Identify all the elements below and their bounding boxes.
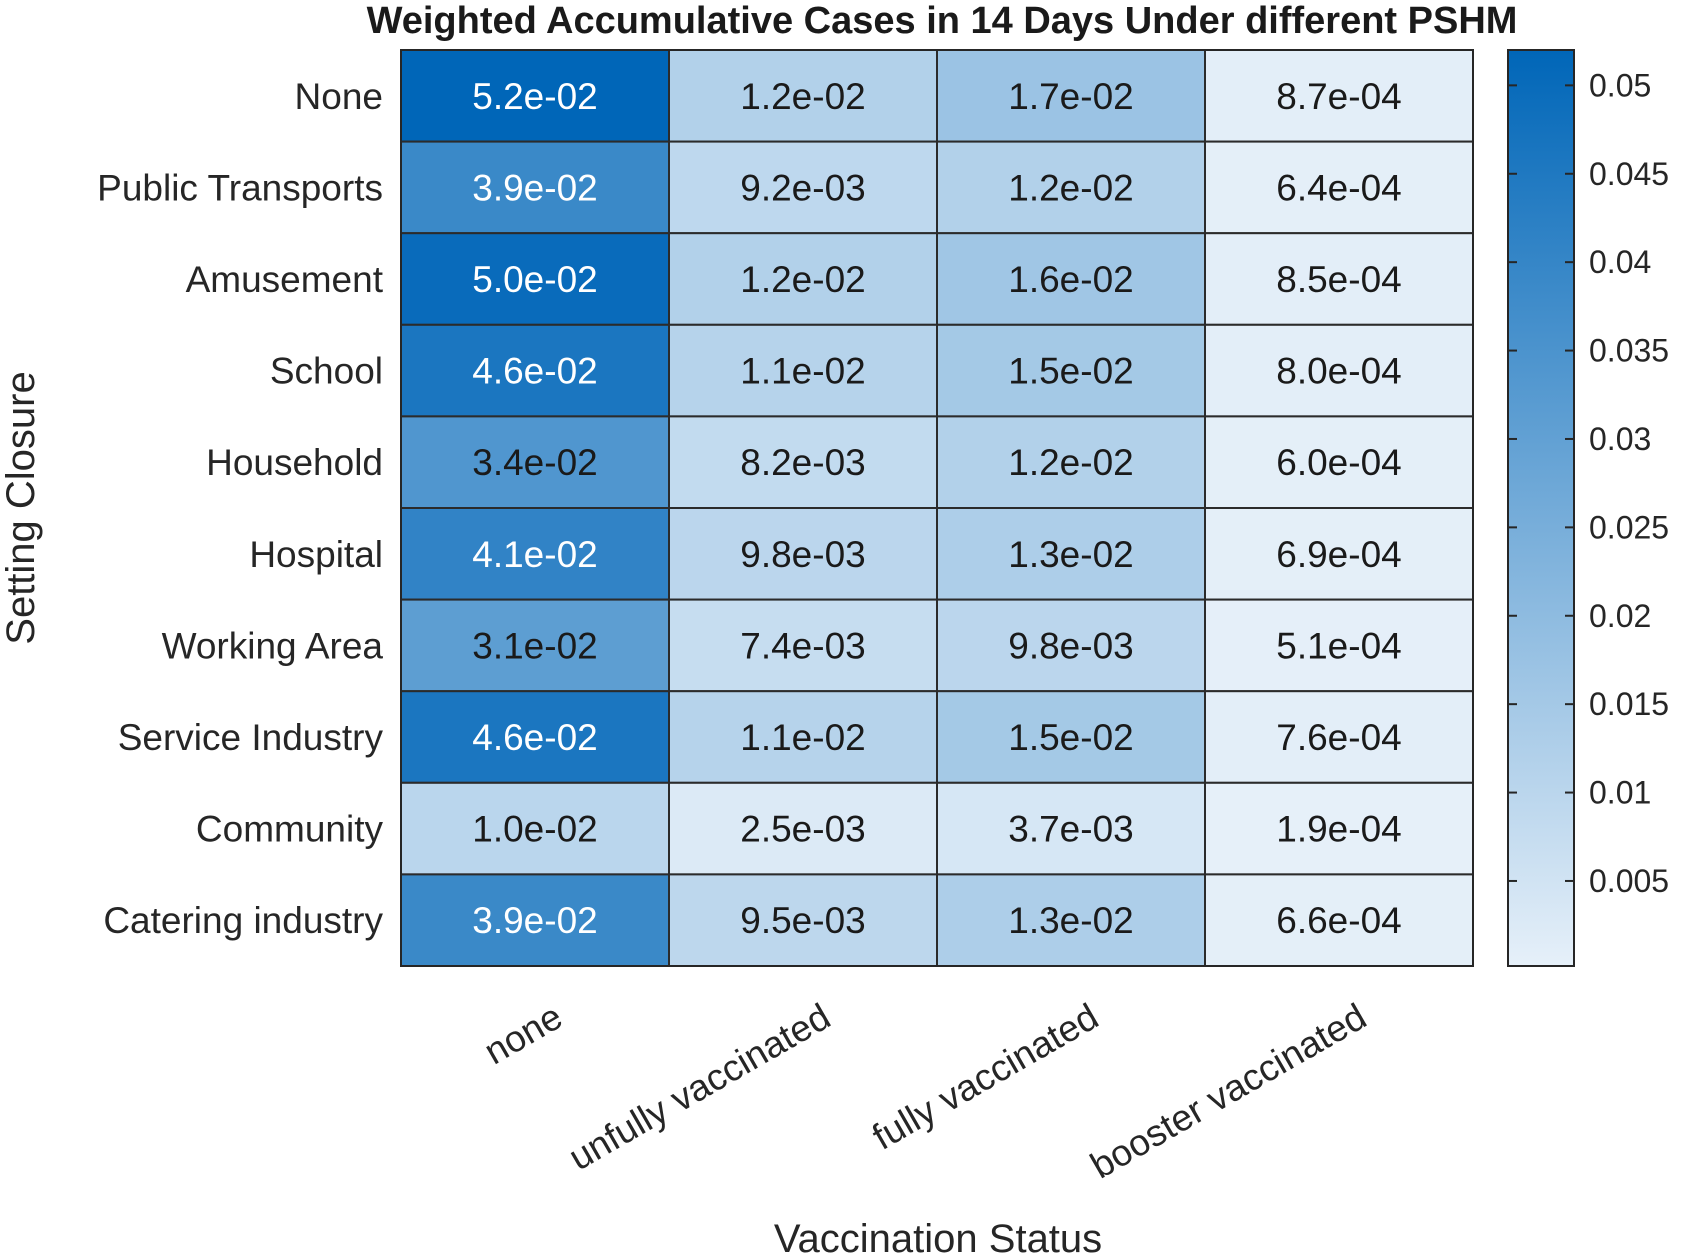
colorbar-tick-label: 0.015	[1589, 686, 1669, 722]
cell-value-label: 6.0e-04	[1276, 442, 1402, 483]
colorbar-tick-label: 0.03	[1589, 421, 1651, 457]
heatmap-cell	[1204, 140, 1474, 235]
row-label: Community	[196, 809, 384, 850]
colorbar-tick-label: 0.045	[1589, 156, 1669, 192]
cell-value-label: 1.3e-02	[1008, 900, 1134, 941]
cell-value-label: 7.6e-04	[1276, 717, 1402, 758]
cell-value-label: 1.1e-02	[740, 717, 866, 758]
cell-value-label: 4.6e-02	[472, 351, 598, 392]
heatmap-cell	[1204, 49, 1474, 143]
cell-value-label: 9.8e-03	[740, 534, 866, 575]
heatmap-cell	[936, 690, 1206, 784]
colorbar-tick-label: 0.04	[1589, 244, 1651, 280]
plot-border	[400, 49, 1474, 967]
heatmap-cell	[668, 873, 938, 968]
heatmap-cell	[936, 598, 1206, 693]
cell-value-label: 8.2e-03	[740, 442, 866, 483]
y-axis-label: Setting Closure	[0, 371, 43, 644]
cell-value-label: 9.2e-03	[740, 167, 866, 208]
heatmap-cell	[400, 598, 670, 693]
chart-title: Weighted Accumulative Cases in 14 Days U…	[367, 0, 1518, 42]
cell-value-label: 6.9e-04	[1276, 534, 1402, 575]
cell-value-label: 1.2e-02	[1008, 442, 1134, 483]
cell-value-label: 1.2e-02	[740, 259, 866, 300]
column-label: none	[477, 996, 569, 1073]
heatmap-cell	[1204, 781, 1474, 876]
row-label: Household	[206, 442, 383, 483]
colorbar-tick-label: 0.05	[1589, 67, 1651, 103]
colorbar-tick-label: 0.035	[1589, 333, 1669, 369]
heatmap-cell	[400, 507, 670, 601]
row-label: Amusement	[186, 259, 384, 300]
row-label: Working Area	[162, 625, 384, 666]
cell-value-label: 8.5e-04	[1276, 259, 1402, 300]
colorbar: 0.005 0.01 0.015 0.02 0.025 0.03 0.035 0.04 0.04…	[1507, 49, 1669, 967]
cell-value-label: 7.4e-03	[740, 625, 866, 666]
cell-value-label: 5.0e-02	[472, 259, 598, 300]
x-axis-label: Vaccination Status	[774, 1217, 1102, 1257]
heatmap-cell	[668, 49, 938, 143]
column-label: fully vaccinated	[866, 996, 1106, 1158]
cell-value-label: 1.5e-02	[1008, 717, 1134, 758]
cell-value-label: 1.9e-04	[1276, 809, 1402, 850]
cell-value-label: 1.1e-02	[740, 351, 866, 392]
row-labels: None Public Transports Amusement School Hous…	[97, 76, 384, 941]
heatmap-cell	[400, 49, 670, 143]
column-label: unfully vaccinated	[562, 996, 837, 1179]
cell-value-label: 2.5e-03	[740, 809, 866, 850]
heatmap-cell	[936, 873, 1206, 968]
cell-value-label: 9.5e-03	[740, 900, 866, 941]
colorbar-tick-label: 0.02	[1589, 598, 1651, 634]
heatmap-cell	[668, 232, 938, 326]
cell-value-label: 1.0e-02	[472, 809, 598, 850]
row-label: Catering industry	[103, 900, 383, 941]
heatmap-cell	[936, 507, 1206, 601]
heatmap-cell	[1204, 323, 1474, 418]
cell-value-label: 1.3e-02	[1008, 534, 1134, 575]
cell-value-label: 1.6e-02	[1008, 259, 1134, 300]
row-label: Service Industry	[118, 717, 384, 758]
heatmap-cell	[668, 507, 938, 601]
cell-value-label: 1.7e-02	[1008, 76, 1134, 117]
cell-value-label: 1.5e-02	[1008, 351, 1134, 392]
cell-value-label: 3.4e-02	[472, 442, 598, 483]
colorbar-gradient	[1507, 49, 1575, 967]
cell-value-label: 5.1e-04	[1276, 625, 1402, 666]
row-label: Hospital	[249, 534, 383, 575]
heatmap-cell	[1204, 873, 1474, 968]
cell-value-label: 1.2e-02	[1008, 167, 1134, 208]
heatmap-cell	[400, 873, 670, 968]
column-label: booster vaccinated	[1084, 996, 1373, 1187]
cell-value-label: 8.7e-04	[1276, 76, 1402, 117]
heatmap-cell	[668, 140, 938, 235]
cell-value-label: 1.2e-02	[740, 76, 866, 117]
heatmap-cell	[1204, 598, 1474, 693]
cell-value-label: 4.6e-02	[472, 717, 598, 758]
heatmap-cell	[1204, 232, 1474, 326]
cell-value-label: 3.1e-02	[472, 625, 598, 666]
cell-value-label: 6.4e-04	[1276, 167, 1402, 208]
heatmap-cells: 5.2e-02 1.2e-02 1.7e-02 8.7e-04 3.9e-02 9.2e-…	[400, 49, 1474, 968]
cell-value-label: 3.9e-02	[472, 900, 598, 941]
cell-value-label: 4.1e-02	[472, 534, 598, 575]
cell-value-label: 3.9e-02	[472, 167, 598, 208]
cell-value-label: 5.2e-02	[472, 76, 598, 117]
cell-value-label: 9.8e-03	[1008, 625, 1134, 666]
heatmap-cell	[668, 415, 938, 509]
heatmap-cell	[400, 690, 670, 784]
heatmap-cell	[936, 415, 1206, 509]
colorbar-tick-label: 0.005	[1589, 863, 1669, 899]
cell-value-label: 6.6e-04	[1276, 900, 1402, 941]
colorbar-tick-label: 0.01	[1589, 775, 1651, 811]
heatmap-cell	[668, 323, 938, 418]
cell-value-label: 3.7e-03	[1008, 809, 1134, 850]
row-label: Public Transports	[97, 167, 383, 208]
cell-value-label: 8.0e-04	[1276, 351, 1402, 392]
heatmap-cell	[1204, 415, 1474, 509]
colorbar-tick-label: 0.025	[1589, 509, 1669, 545]
row-label: None	[295, 76, 383, 117]
row-label: School	[270, 351, 383, 392]
